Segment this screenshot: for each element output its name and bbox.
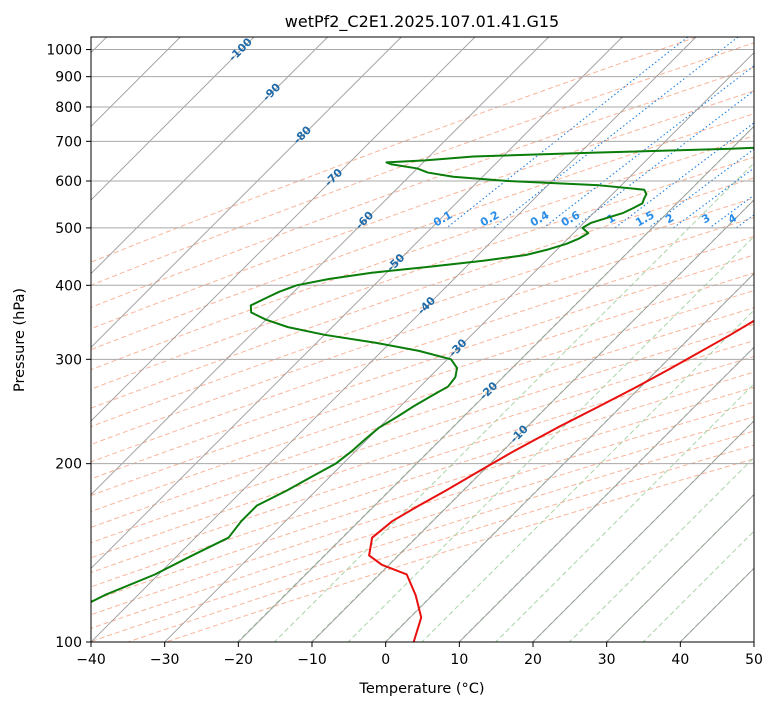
- dry-adiabat: [91, 135, 754, 371]
- mixing-ratio-line: [493, 37, 739, 229]
- dry-adiabat: [91, 113, 754, 351]
- y-tick-label: 200: [55, 457, 82, 473]
- x-tick-label: 40: [671, 652, 689, 668]
- y-tick-label: 500: [55, 221, 82, 237]
- plot-frame: [90, 36, 755, 643]
- dry-adiabat: [91, 401, 754, 616]
- y-tick-label: 800: [55, 100, 82, 116]
- dry-adiabat: [91, 42, 754, 286]
- x-tick-label: −10: [297, 652, 327, 668]
- dry-adiabat: [91, 356, 754, 574]
- y-axis-ticks: 100 200 300 400 500 600 700 800 900 1000: [46, 43, 91, 651]
- dry-adiabat: [91, 371, 754, 588]
- isotherm-line: [164, 52, 754, 642]
- x-axis-title: Temperature (°C): [358, 681, 484, 697]
- y-tick-label: 100: [55, 635, 82, 651]
- mixing-ratio-line: [543, 65, 754, 229]
- y-tick-label: 300: [55, 352, 82, 368]
- isotherm-line: [458, 346, 754, 642]
- background-lines: [91, 37, 754, 642]
- dry-adiabat: [91, 254, 754, 480]
- temperature-profile: [368, 319, 754, 642]
- dry-adiabat: [91, 37, 699, 263]
- dry-adiabat: [91, 307, 754, 528]
- isotherm-line: [606, 494, 754, 642]
- isotherm-line: [91, 37, 623, 569]
- dry-adiabat: [91, 90, 754, 330]
- dry-adiabat: [91, 430, 754, 642]
- isotherm-line: [311, 199, 754, 642]
- isotherm-line: [91, 37, 402, 348]
- x-tick-label: 0: [381, 652, 390, 668]
- y-tick-label: 700: [55, 134, 82, 150]
- x-tick-label: −20: [224, 652, 254, 668]
- isotherm-line: [91, 37, 255, 201]
- x-tick-label: 20: [524, 652, 542, 668]
- isotherm-line: [532, 420, 754, 642]
- dry-adiabat: [91, 290, 754, 513]
- isotherm-line: [385, 273, 754, 642]
- dry-adiabat: [91, 156, 754, 390]
- sounding-profiles: [91, 146, 754, 642]
- mixing-ratio-line: [614, 122, 754, 229]
- x-tick-label: 50: [745, 652, 763, 668]
- x-tick-label: 30: [598, 652, 616, 668]
- dry-adiabat: [164, 458, 754, 642]
- dewpoint-profile: [91, 146, 754, 604]
- mixing-ratio-line: [573, 90, 754, 229]
- x-tick-label: 10: [450, 652, 468, 668]
- x-axis-ticks: −40 −30 −20 −10 0 10 20 30 40 50: [76, 642, 763, 668]
- y-tick-label: 1000: [46, 43, 82, 59]
- y-tick-label: 900: [55, 70, 82, 86]
- isotherm-line: [91, 37, 550, 496]
- y-axis-title: Pressure (hPa): [12, 288, 28, 392]
- mixing-ratio-line: [446, 37, 689, 229]
- chart-title: wetPf2_C2E1.2025.107.01.41.G15: [285, 12, 559, 32]
- x-tick-label: −40: [76, 652, 106, 668]
- dry-adiabat: [91, 197, 754, 428]
- dry-adiabat: [126, 444, 754, 642]
- y-tick-label: 400: [55, 278, 82, 294]
- dry-adiabat: [91, 216, 754, 446]
- dry-adiabat: [91, 66, 754, 308]
- isotherm-line: [237, 125, 754, 642]
- moist-adiabat: [273, 162, 754, 642]
- dry-adiabat: [91, 386, 754, 602]
- dry-adiabat: [91, 416, 754, 629]
- isotherm-line: [91, 37, 329, 275]
- y-tick-label: 600: [55, 174, 82, 190]
- isotherm-line: [91, 37, 476, 422]
- x-tick-label: −30: [150, 652, 180, 668]
